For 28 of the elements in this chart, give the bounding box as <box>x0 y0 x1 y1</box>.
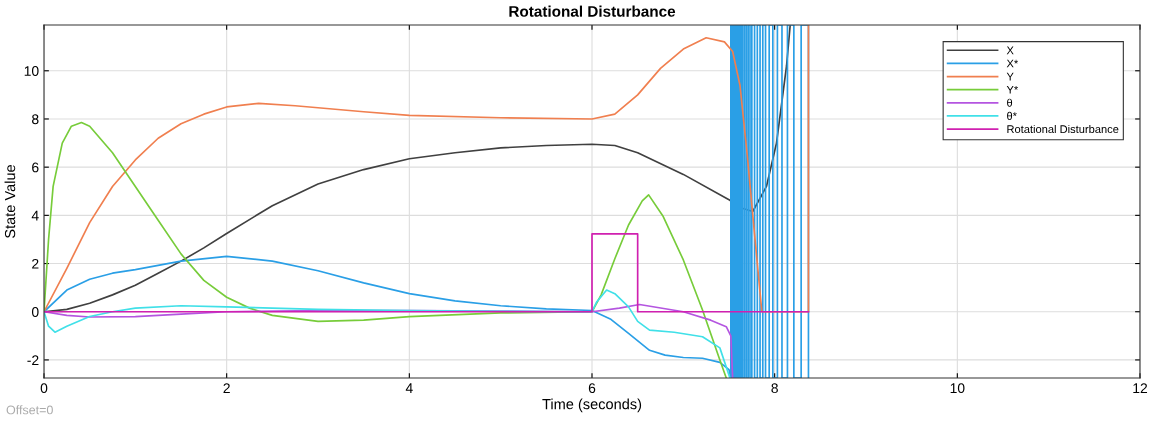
legend-label: θ* <box>1007 111 1017 120</box>
line-series <box>44 121 728 378</box>
x-tick-label: 6 <box>588 383 596 394</box>
legend-label: Y <box>1006 72 1014 81</box>
y-tick-label: 2 <box>32 258 39 269</box>
text: Offset=0 <box>6 405 53 415</box>
y-tick-label: 6 <box>32 162 39 173</box>
y-tick-label: 8 <box>32 114 39 125</box>
x-tick-label: 10 <box>950 383 965 394</box>
legend-label: Rotational Disturbance <box>1007 124 1119 134</box>
chart-title: Rotational Disturbance <box>509 5 676 17</box>
x-tick-label: 4 <box>405 383 413 393</box>
x-axis-title: Time (seconds) <box>542 398 642 413</box>
x-tick-label: 8 <box>771 383 778 394</box>
y-tick-label: 10 <box>24 66 39 76</box>
y-tick-label: -2 <box>27 355 39 365</box>
x-tick-label: 2 <box>223 383 230 393</box>
x-tick-label: 12 <box>1133 383 1148 393</box>
legend-label: Y* <box>1006 85 1019 94</box>
x-tick-label: 0 <box>40 383 48 394</box>
line-series <box>44 289 731 378</box>
y-tick-label: 0 <box>31 307 39 317</box>
line-series <box>44 25 810 378</box>
legend-label: θ <box>1007 98 1013 107</box>
legend-label: X <box>1006 46 1014 55</box>
y-axis-title: State Value <box>4 164 16 238</box>
legend-label: X* <box>1006 59 1019 68</box>
y-tick-label: 4 <box>31 210 39 221</box>
